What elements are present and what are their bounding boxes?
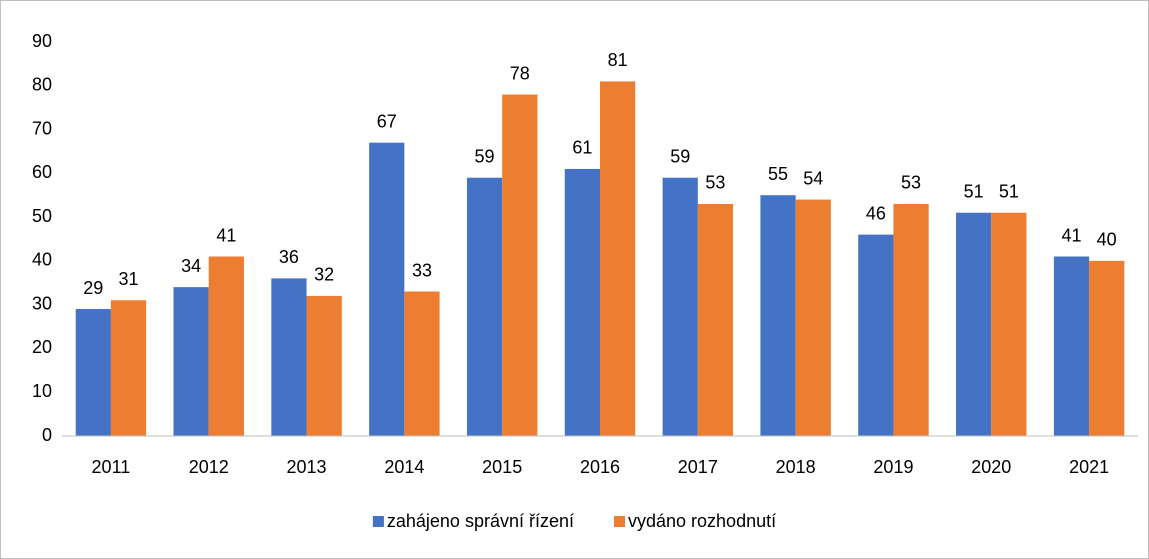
legend-swatch: [372, 516, 384, 527]
x-tick-label: 2012: [189, 457, 229, 477]
data-label: 59: [670, 146, 690, 166]
bar: [306, 295, 342, 436]
y-tick-label: 10: [32, 381, 52, 401]
bar: [858, 234, 894, 436]
data-label: 29: [83, 278, 103, 298]
y-tick-label: 60: [32, 162, 52, 182]
x-tick-label: 2015: [482, 457, 522, 477]
data-label: 53: [901, 173, 921, 193]
bar: [466, 177, 503, 436]
data-label: 36: [279, 247, 299, 267]
data-label: 40: [1097, 230, 1117, 250]
bar: [956, 212, 992, 436]
x-tick-label: 2020: [971, 457, 1011, 477]
bar: [75, 309, 111, 436]
data-label: 34: [181, 256, 201, 276]
bar: [502, 94, 538, 437]
bar: [760, 195, 796, 436]
x-tick-label: 2021: [1069, 457, 1109, 477]
bar: [795, 199, 831, 436]
data-label: 46: [866, 203, 886, 223]
data-label: 81: [608, 50, 628, 70]
data-label: 55: [768, 164, 788, 184]
x-tick-label: 2019: [873, 457, 913, 477]
bar: [110, 300, 147, 436]
x-tick-label: 2013: [287, 457, 327, 477]
data-label: 53: [705, 173, 725, 193]
y-tick-label: 90: [32, 31, 52, 51]
y-tick-label: 40: [32, 250, 52, 270]
data-label: 51: [999, 181, 1019, 201]
data-label: 61: [572, 138, 592, 158]
bar: [1089, 260, 1125, 436]
bar: [600, 81, 636, 437]
data-label: 78: [510, 63, 530, 83]
x-tick-label: 2014: [384, 457, 424, 477]
bar: [564, 168, 600, 436]
bar: [208, 256, 244, 436]
bar: [697, 203, 734, 436]
bar: [271, 278, 307, 436]
data-label: 32: [314, 265, 334, 285]
y-tick-label: 50: [32, 206, 52, 226]
bar: [662, 177, 698, 436]
data-label: 33: [412, 260, 432, 280]
data-label: 59: [475, 146, 495, 166]
y-tick-label: 20: [32, 337, 52, 357]
data-label: 67: [377, 111, 397, 131]
legend-label: vydáno rozhodnutí: [628, 511, 776, 531]
legend-label: zahájeno správní řízení: [387, 511, 574, 531]
data-label: 41: [1061, 225, 1081, 245]
legend-swatch: [614, 516, 626, 527]
data-label: 54: [803, 168, 823, 188]
bar: [1053, 256, 1090, 436]
bar: [173, 287, 209, 436]
data-label: 51: [964, 181, 984, 201]
data-label: 41: [216, 225, 236, 245]
bar: [404, 291, 440, 436]
y-tick-label: 30: [32, 293, 52, 313]
bar: [991, 212, 1027, 436]
y-tick-label: 70: [32, 118, 52, 138]
x-tick-label: 2018: [776, 457, 816, 477]
data-label: 31: [119, 269, 139, 289]
y-tick-label: 80: [32, 75, 52, 95]
bar: [893, 203, 929, 436]
bar: [369, 142, 405, 436]
x-tick-label: 2011: [92, 457, 131, 477]
x-tick-label: 2016: [580, 457, 620, 477]
y-tick-label: 0: [42, 425, 52, 445]
x-tick-label: 2017: [678, 457, 718, 477]
